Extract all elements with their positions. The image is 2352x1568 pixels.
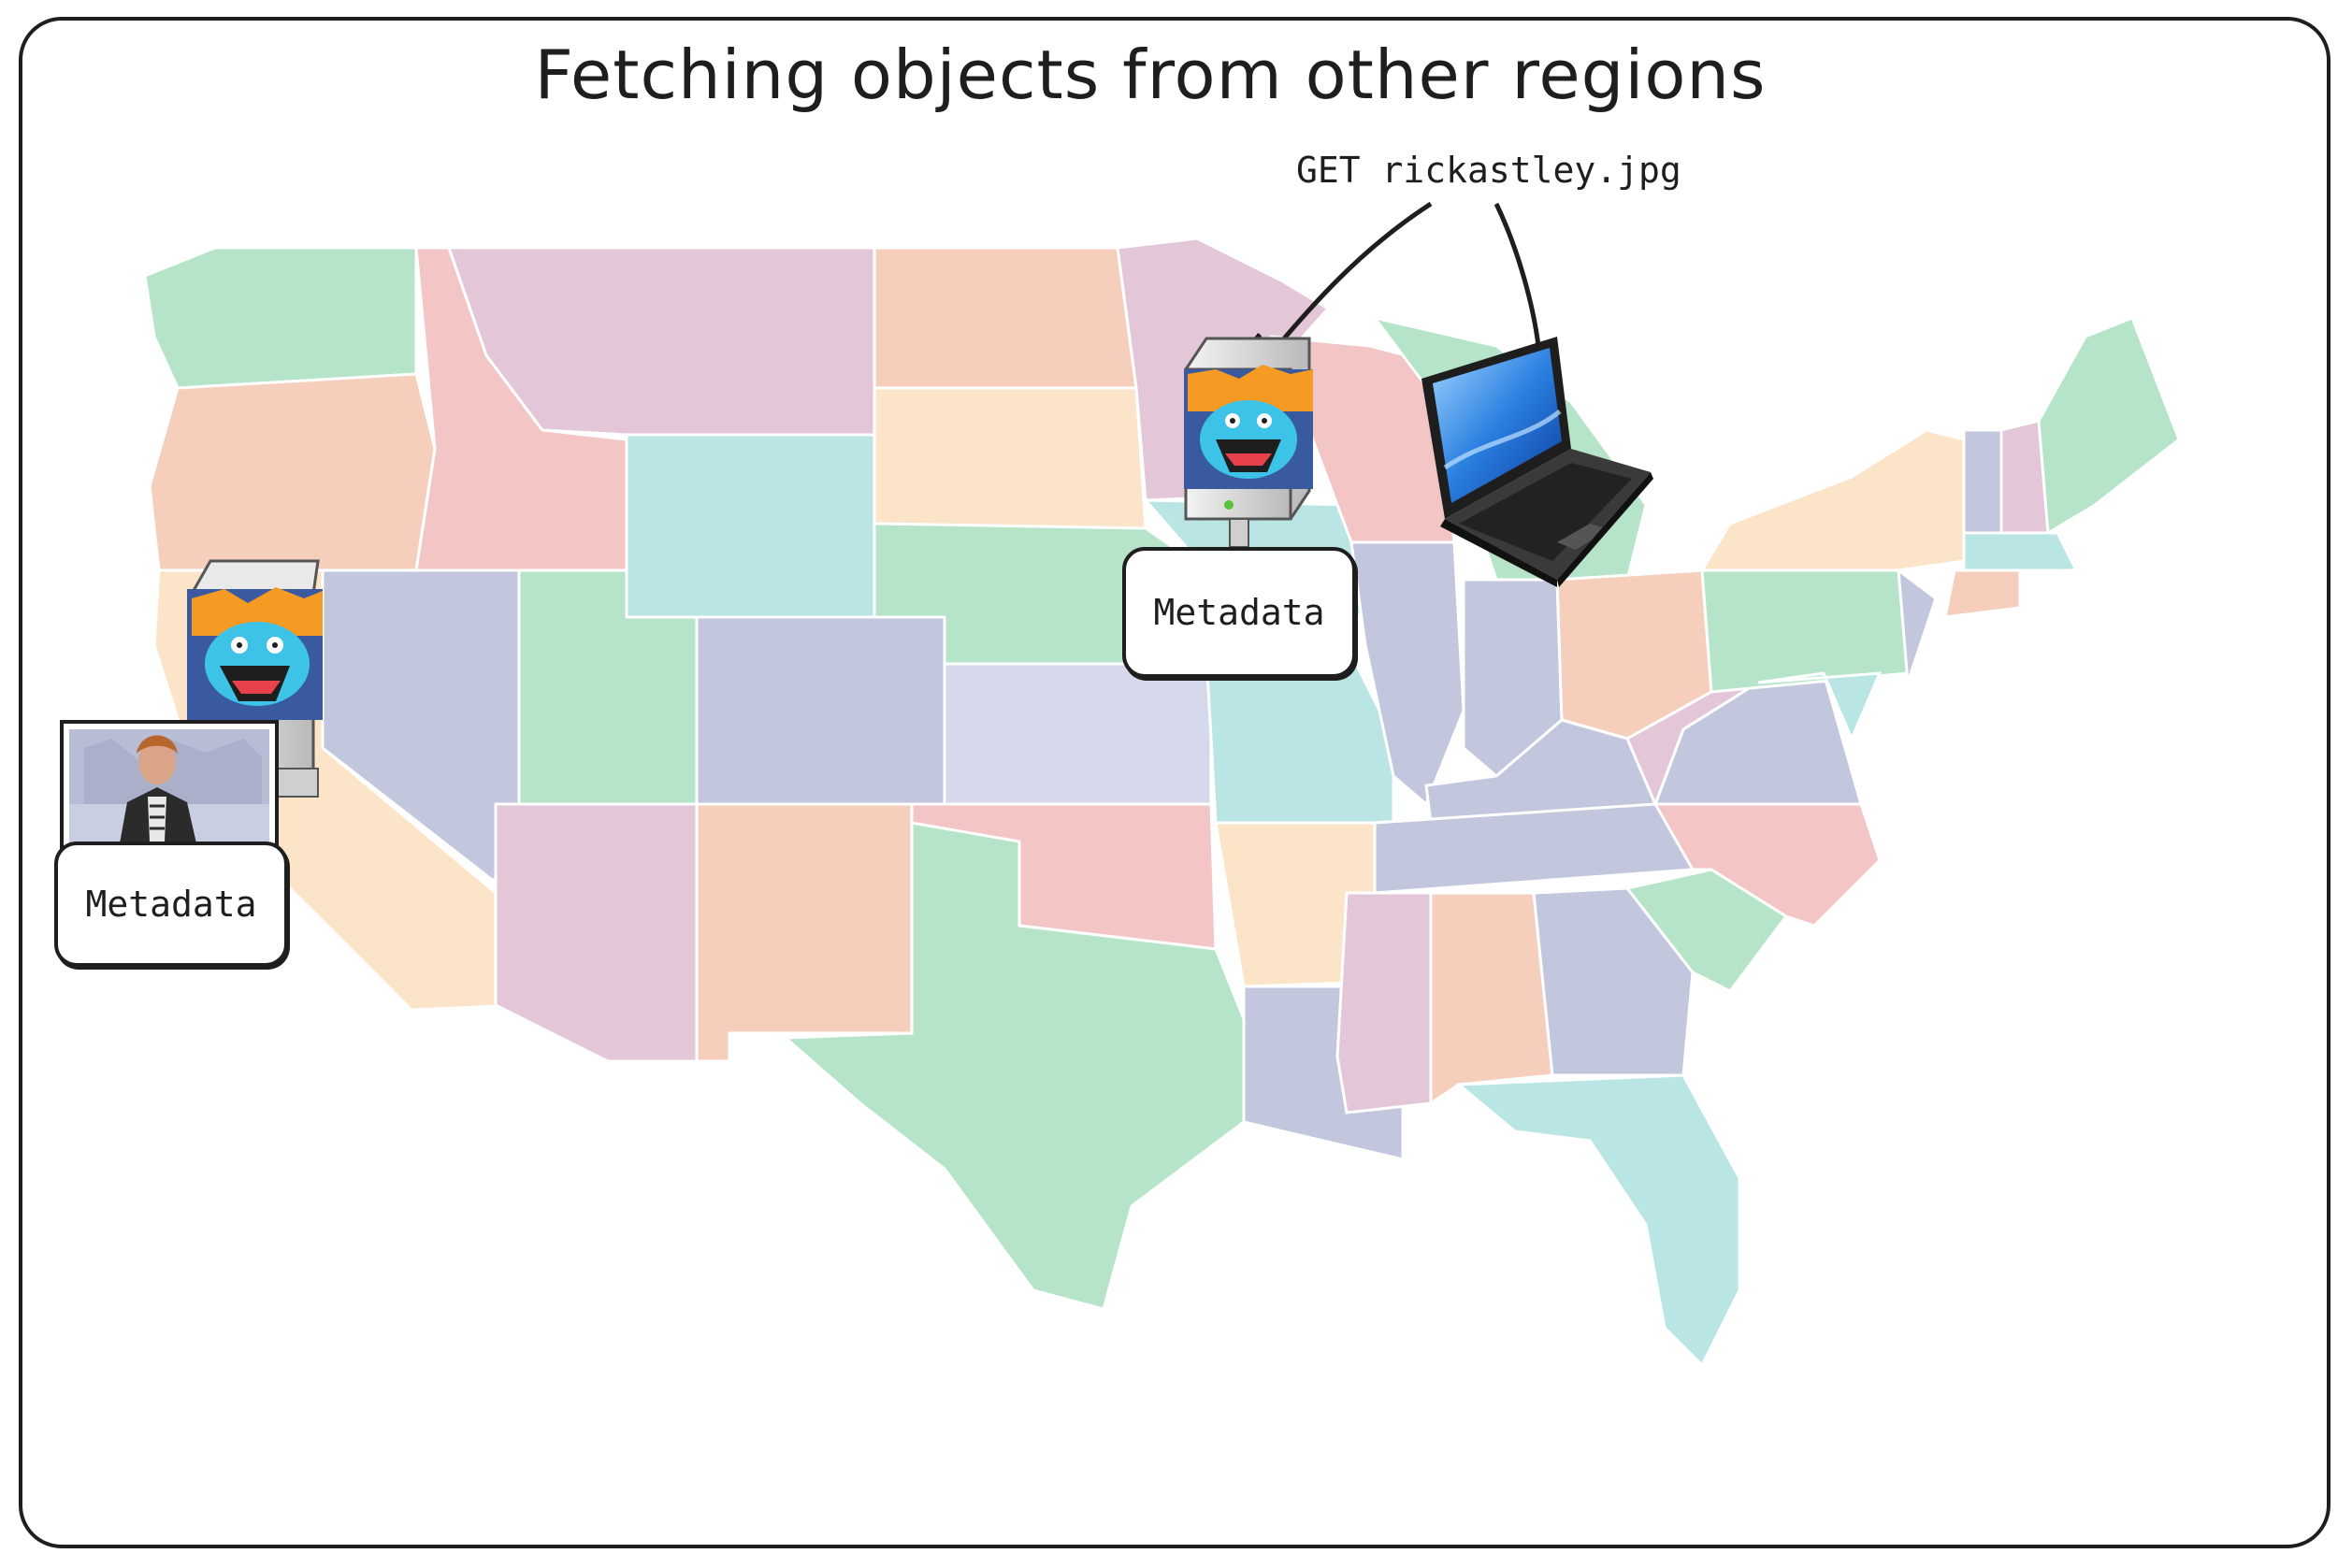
state-north-dakota: [873, 246, 1138, 390]
rick-astley-photo: [60, 720, 279, 850]
state-georgia: [1532, 886, 1695, 1077]
state-illinois: [1349, 540, 1465, 807]
server-tiger-icon: [1184, 365, 1313, 489]
state-new-jersey: [1897, 567, 1938, 683]
state-washington: [143, 246, 418, 390]
laptop-icon[interactable]: [1421, 337, 1653, 587]
state-oregon: [148, 372, 437, 572]
state-connecticut: [1943, 568, 2022, 619]
metadata-label: Metadata: [1153, 592, 1325, 633]
state-kansas: [943, 662, 1213, 806]
request-label: GET rickastley.jpg: [1296, 150, 1681, 191]
state-colorado: [695, 615, 946, 806]
state-vermont: [1962, 428, 2003, 535]
us-map: [143, 237, 2181, 1368]
state-maine: [2037, 316, 2181, 536]
state-florida: [1455, 1073, 1741, 1368]
state-north-carolina: [1652, 802, 1882, 928]
server-central[interactable]: [1184, 337, 1313, 548]
metadata-node-west[interactable]: Metadata: [54, 842, 288, 967]
state-massachusetts: [1962, 531, 2079, 572]
metadata-label: Metadata: [85, 884, 257, 925]
state-new-mexico: [695, 802, 914, 1063]
state-arizona: [494, 802, 699, 1063]
metadata-node-central[interactable]: Metadata: [1122, 547, 1356, 678]
request-arrow-from-laptop: [1493, 202, 1541, 347]
server-tiger-icon: [187, 587, 323, 720]
state-new-york: [1699, 428, 1966, 572]
state-maryland: [1757, 671, 1883, 742]
state-west-virginia: [1625, 681, 1759, 809]
state-south-carolina: [1624, 868, 1789, 993]
state-texas: [782, 821, 1246, 1311]
diagram-title: Fetching objects from other regions: [534, 36, 1767, 114]
state-alabama: [1429, 891, 1554, 1106]
state-south-dakota: [873, 386, 1147, 530]
state-wyoming: [625, 433, 876, 619]
state-mississippi: [1335, 891, 1433, 1115]
